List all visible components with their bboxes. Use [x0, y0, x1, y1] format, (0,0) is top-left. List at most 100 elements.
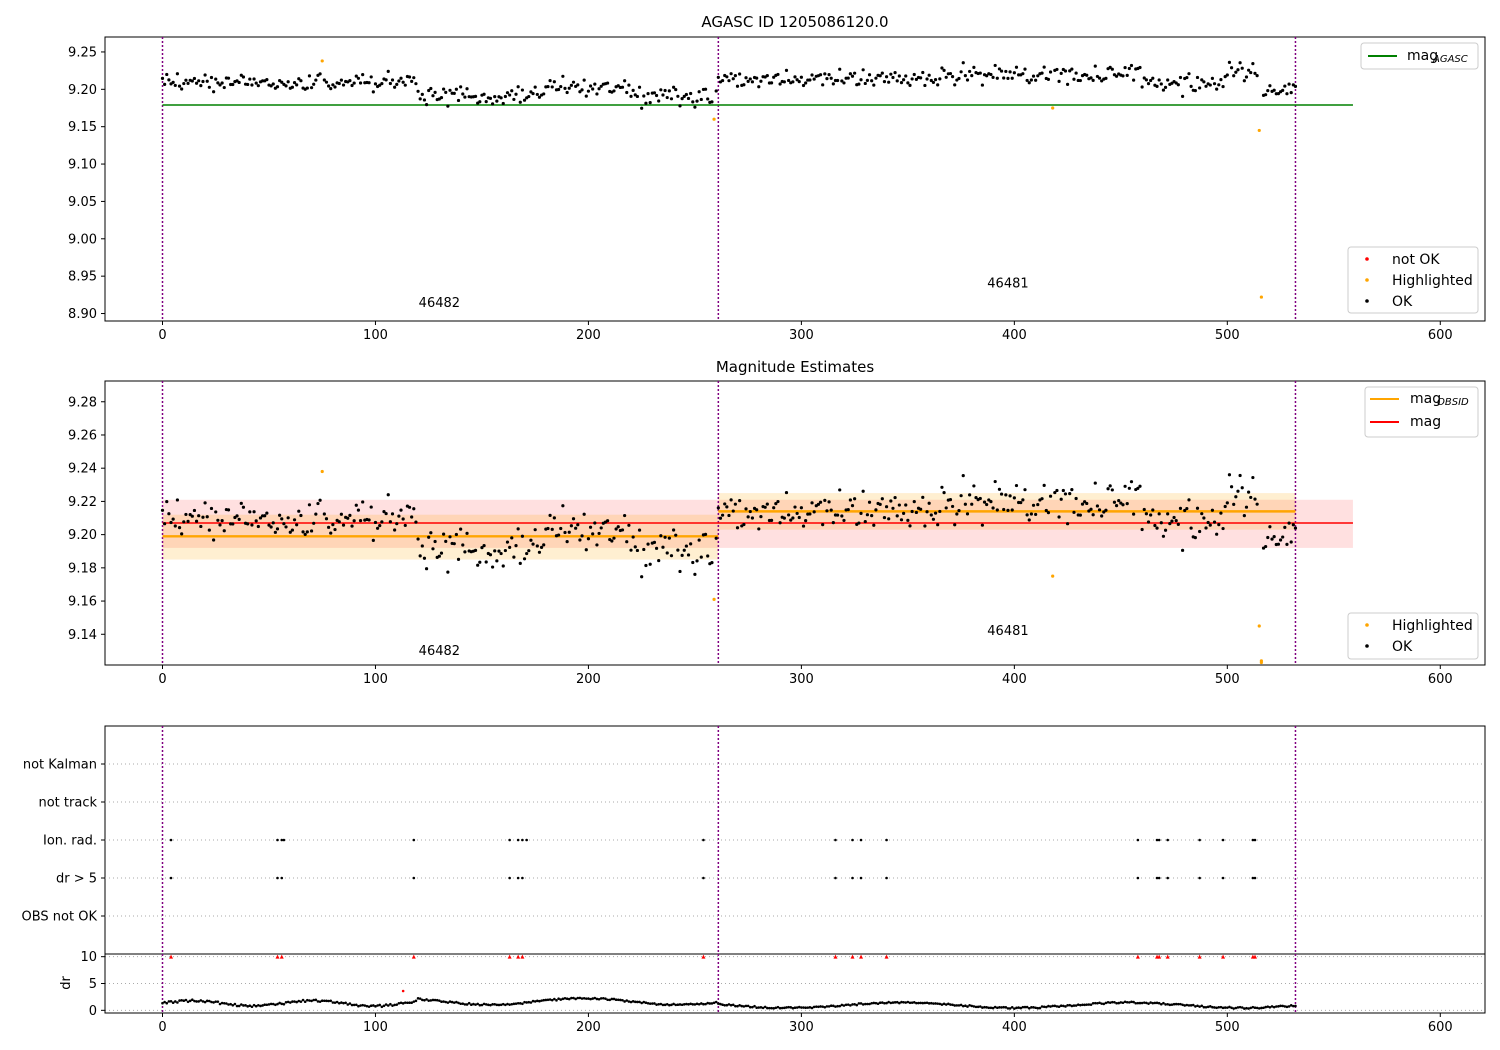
ok-point [384, 511, 388, 516]
ok-point [812, 77, 816, 81]
ok-point [623, 513, 627, 518]
ok-point [399, 508, 403, 512]
ok-point [829, 508, 833, 512]
ok-point [361, 73, 365, 77]
dr-point [606, 998, 609, 1002]
dr-point [406, 1001, 409, 1005]
ok-point [182, 520, 186, 524]
dr-clipped-marker [859, 954, 864, 959]
dr-point [544, 998, 548, 1002]
ok-point [258, 516, 263, 520]
dr-point [514, 1002, 518, 1005]
dr-point [1283, 1005, 1287, 1008]
dr-point [310, 999, 313, 1003]
ok-point [1253, 497, 1257, 501]
ok-point [1155, 84, 1159, 88]
legend-box [1347, 246, 1479, 314]
ok-point [1091, 513, 1095, 517]
ok-point [563, 86, 567, 90]
ok-point [831, 521, 835, 525]
ok-point [495, 559, 499, 563]
dr-point [1211, 1005, 1214, 1009]
ok-point [252, 510, 256, 514]
ok-point [1095, 74, 1100, 79]
dr-point [480, 1003, 484, 1007]
dr-point [574, 997, 577, 1001]
ok-point [231, 82, 235, 87]
dr-point [1215, 1006, 1218, 1010]
dr-point [966, 1005, 969, 1008]
ok-point [280, 517, 284, 521]
dr-point [1089, 1003, 1093, 1006]
ok-point [725, 505, 729, 509]
ok-point [1095, 504, 1100, 508]
ok-point [463, 95, 467, 99]
ok-point [891, 506, 895, 510]
ok-point [1178, 506, 1183, 510]
dr-point [229, 1002, 232, 1006]
dr-point [1023, 1005, 1027, 1009]
dr-point [448, 1000, 452, 1003]
ok-point [902, 78, 906, 82]
ok-point [495, 99, 499, 103]
ok-point [546, 84, 550, 89]
obsid-label: 46482 [419, 296, 460, 311]
ok-point [612, 536, 616, 540]
ok-point [748, 509, 752, 514]
dr-point [902, 1001, 905, 1004]
ok-point [1221, 84, 1225, 89]
dr-point [742, 1005, 746, 1008]
dr-point [806, 1006, 810, 1009]
ok-point [778, 82, 782, 86]
figure-title: AGASC ID 1205086120.0 [701, 13, 888, 31]
dr-clipped-marker [507, 954, 512, 959]
ok-point [1100, 514, 1104, 518]
dr-point [947, 1002, 950, 1006]
dr-point [987, 1006, 991, 1010]
ok-point [910, 509, 914, 514]
ok-point [305, 86, 309, 90]
ok-point [429, 86, 433, 91]
ok-point [1278, 538, 1283, 542]
ok-point [508, 545, 512, 549]
ok-point [870, 79, 874, 83]
ok-point [1289, 540, 1293, 544]
dr-point [825, 1005, 829, 1008]
dr-point [1000, 1006, 1003, 1009]
dr-point [1279, 1004, 1282, 1008]
ok-point [595, 92, 599, 96]
dr-point [323, 999, 326, 1003]
ok-point [265, 78, 269, 82]
ok-point [1166, 78, 1170, 82]
ok-point [999, 69, 1004, 73]
ok-point [207, 85, 211, 89]
ok-point [772, 506, 776, 510]
ok-point [412, 76, 416, 80]
dr-point [651, 1002, 654, 1005]
ok-point [765, 502, 769, 506]
dr-point [1294, 1004, 1297, 1008]
ok-point [531, 91, 535, 96]
dr-point [836, 1004, 839, 1008]
dr-point [940, 1003, 944, 1006]
dr-point [1270, 1005, 1274, 1008]
dr-point [299, 1000, 303, 1003]
dr-point [582, 996, 586, 1000]
ok-point [663, 535, 667, 539]
ok-point [1089, 76, 1093, 80]
flag-point-ion [885, 838, 888, 842]
flag-point-dr [1136, 876, 1140, 880]
flag-point-dr [169, 876, 173, 880]
ok-point [424, 103, 429, 107]
dr-point [282, 1002, 286, 1006]
ok-point [593, 82, 597, 86]
ok-point [1236, 489, 1240, 493]
dr-point [242, 1004, 245, 1007]
ok-point [1204, 84, 1208, 88]
ok-point [1027, 518, 1031, 522]
dr-point [653, 1002, 656, 1005]
ok-point [757, 85, 761, 89]
ok-point [1223, 504, 1227, 509]
legend-label: mag [1410, 391, 1441, 407]
